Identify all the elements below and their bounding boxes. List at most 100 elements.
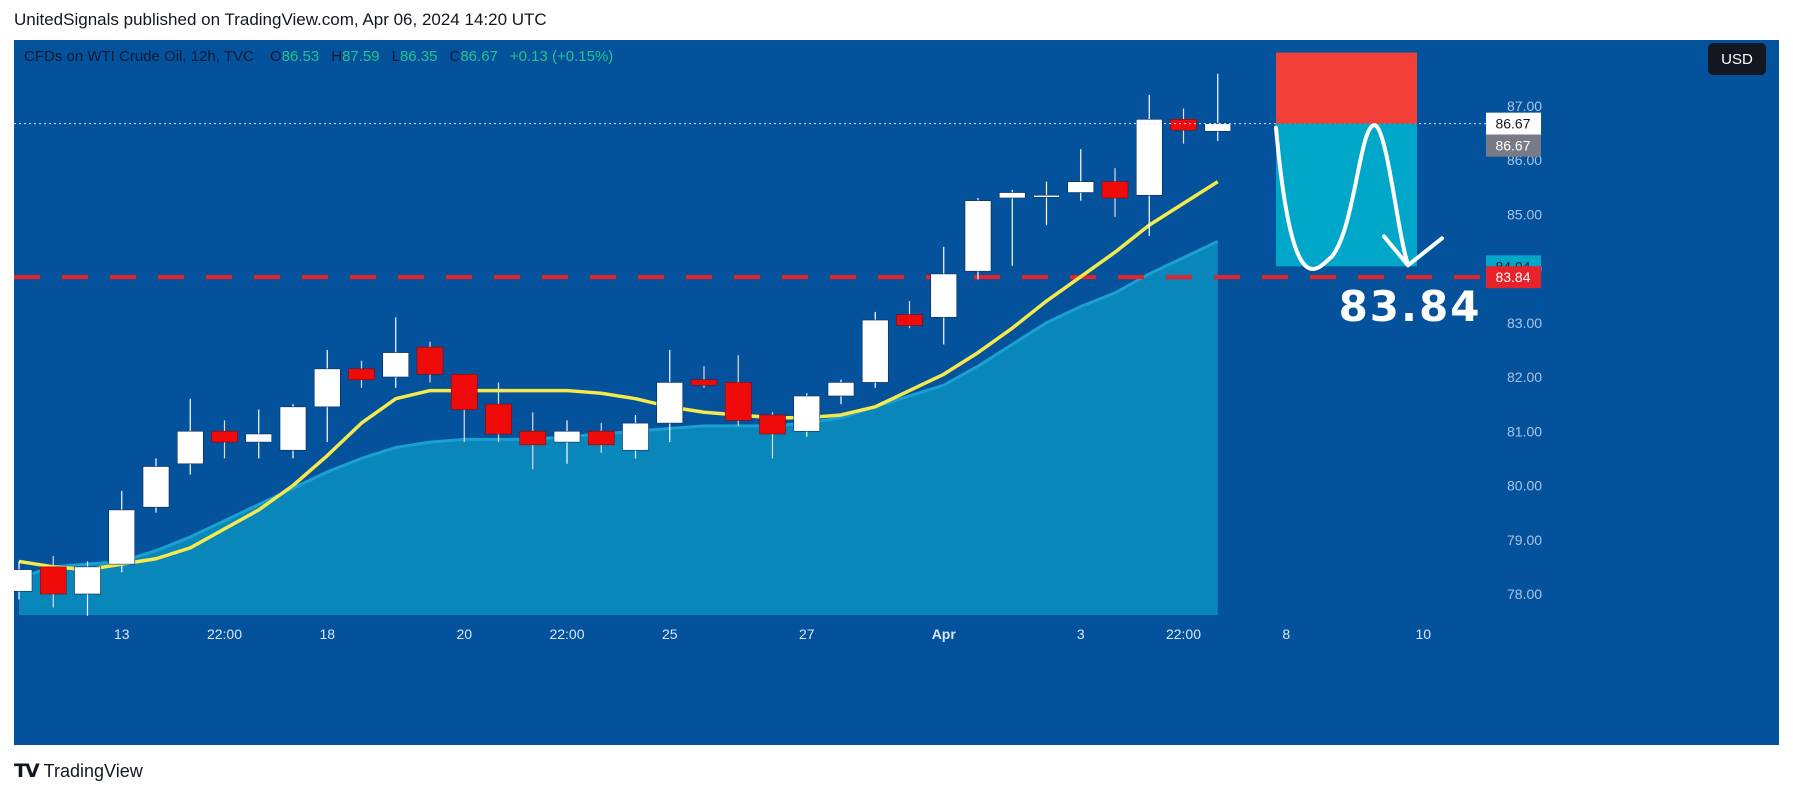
candle (1170, 108, 1197, 144)
candle-body (861, 319, 889, 383)
candle-body (1067, 181, 1095, 193)
candle (964, 197, 992, 280)
candle-body (724, 382, 752, 421)
legend-open: 86.53 (282, 48, 320, 65)
moving-average-layer (18, 180, 1219, 572)
price-tick-label: 82.00 (1507, 369, 1542, 385)
legend-high: 87.59 (342, 48, 380, 65)
candle-body (74, 566, 101, 595)
candles-layer (14, 73, 1232, 616)
candle (14, 561, 33, 600)
candle-body (553, 430, 581, 443)
candle-body (279, 406, 307, 451)
candle (1101, 168, 1129, 217)
candle (142, 458, 170, 513)
currency-button[interactable]: USD (1708, 43, 1766, 75)
price-tick-label: 81.00 (1507, 423, 1542, 439)
candle (313, 349, 341, 443)
candle (245, 409, 273, 459)
price-axis: 78.0079.0080.0081.0082.0083.0084.0085.00… (1486, 98, 1542, 602)
candle-body (39, 566, 67, 595)
candle (827, 379, 855, 405)
level-price-badge: 83.84 (1486, 266, 1541, 289)
stop-loss-zone (1276, 52, 1417, 124)
price-tick-label: 83.00 (1507, 315, 1542, 331)
candle-body (793, 395, 821, 432)
time-tick-label: 3 (1077, 626, 1085, 642)
legend-l-label: L (392, 48, 400, 65)
legend-change: +0.13 (+0.15%) (510, 48, 613, 65)
candle-body (108, 509, 136, 565)
branding: TV TradingView (14, 760, 143, 782)
time-tick-label: 18 (319, 626, 335, 642)
candle (485, 382, 512, 443)
tradingview-logo-icon: TV (14, 760, 40, 782)
candle (622, 414, 649, 459)
level-price-badge-bg (1486, 266, 1541, 289)
price-chart[interactable]: 83.84 78.0079.0080.0081.0082.0083.0084.0… (14, 40, 1779, 745)
price-tick-label: 85.00 (1507, 206, 1542, 222)
candle (998, 189, 1026, 266)
last-price-badge-text: 86.67 (1495, 138, 1530, 154)
short-position-tool[interactable]: 83.84 (14, 52, 1486, 332)
candle-body (416, 346, 444, 375)
candle-body (142, 466, 170, 508)
volume-area (19, 241, 1218, 615)
candle-body (964, 200, 992, 272)
candle-body (382, 352, 410, 378)
candle (348, 360, 375, 388)
price-tick-label: 79.00 (1507, 532, 1542, 548)
candle (1135, 94, 1163, 236)
candle-body (450, 373, 478, 410)
candle-body (587, 430, 615, 446)
time-tick-label: 27 (799, 626, 815, 642)
candle (690, 366, 718, 388)
candle-body (313, 368, 341, 408)
brand-name: TradingView (43, 760, 143, 781)
legend-ohlc: O86.53 H87.59 L86.35 C86.67 +0.13 (+0.15%) (270, 48, 613, 65)
candle (587, 423, 615, 453)
candle (896, 301, 923, 329)
candle-body (1033, 194, 1060, 198)
legend-o-label: O (270, 48, 282, 65)
candle (793, 393, 821, 437)
candle (553, 420, 581, 464)
candle (861, 311, 889, 388)
entry-price-badge: 86.67 (1486, 112, 1541, 135)
publisher-header: UnitedSignals published on TradingView.c… (14, 10, 547, 29)
candle-body (998, 192, 1026, 199)
candle (211, 420, 238, 459)
candle (382, 317, 410, 388)
legend-close: 86.67 (460, 48, 498, 65)
candle-body (690, 379, 718, 386)
last-price-badge-bg (1486, 134, 1541, 157)
last-price-badge: 86.67 (1486, 134, 1541, 157)
candle (108, 490, 136, 573)
candle (39, 556, 67, 608)
candle-body (14, 569, 33, 592)
time-tick-label: 8 (1282, 626, 1290, 642)
candle-body (211, 430, 238, 443)
candle (656, 349, 684, 443)
candle-body (519, 430, 547, 446)
chart-area[interactable]: 83.84 78.0079.0080.0081.0082.0083.0084.0… (14, 40, 1779, 745)
entry-price-badge-bg (1486, 112, 1541, 135)
legend-symbol: CFDs on WTI Crude Oil, 12h, TVC (24, 48, 254, 65)
candle-body (896, 314, 923, 326)
projected-path-curve (1274, 123, 1410, 271)
price-tick-label: 87.00 (1507, 98, 1542, 114)
candle-body (759, 414, 786, 435)
volume-area-layer (18, 240, 1219, 615)
moving-average-line (18, 180, 1219, 572)
area-top-line (18, 240, 1219, 580)
legend-h-label: H (331, 48, 342, 65)
down-arrow-icon (1382, 234, 1444, 268)
candle-body (245, 433, 273, 443)
candle (1033, 181, 1060, 226)
candle-body (656, 382, 684, 424)
symbol-legend: CFDs on WTI Crude Oil, 12h, TVC O86.53 H8… (24, 48, 613, 65)
candle-body (930, 273, 958, 318)
time-tick-label: 22:00 (1166, 626, 1201, 642)
time-tick-label: 20 (456, 626, 472, 642)
candle-body (827, 382, 855, 397)
